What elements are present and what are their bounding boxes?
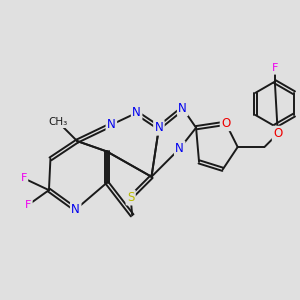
Text: N: N	[132, 106, 141, 119]
Text: O: O	[221, 117, 230, 130]
Text: N: N	[178, 102, 187, 115]
Text: N: N	[107, 118, 116, 131]
Text: O: O	[273, 127, 282, 140]
Text: N: N	[175, 142, 184, 155]
Text: N: N	[71, 203, 80, 216]
Text: F: F	[272, 63, 278, 73]
Text: CH₃: CH₃	[48, 117, 68, 127]
Text: N: N	[154, 121, 163, 134]
Text: F: F	[25, 200, 31, 210]
Text: S: S	[127, 191, 134, 204]
Text: F: F	[20, 173, 27, 183]
